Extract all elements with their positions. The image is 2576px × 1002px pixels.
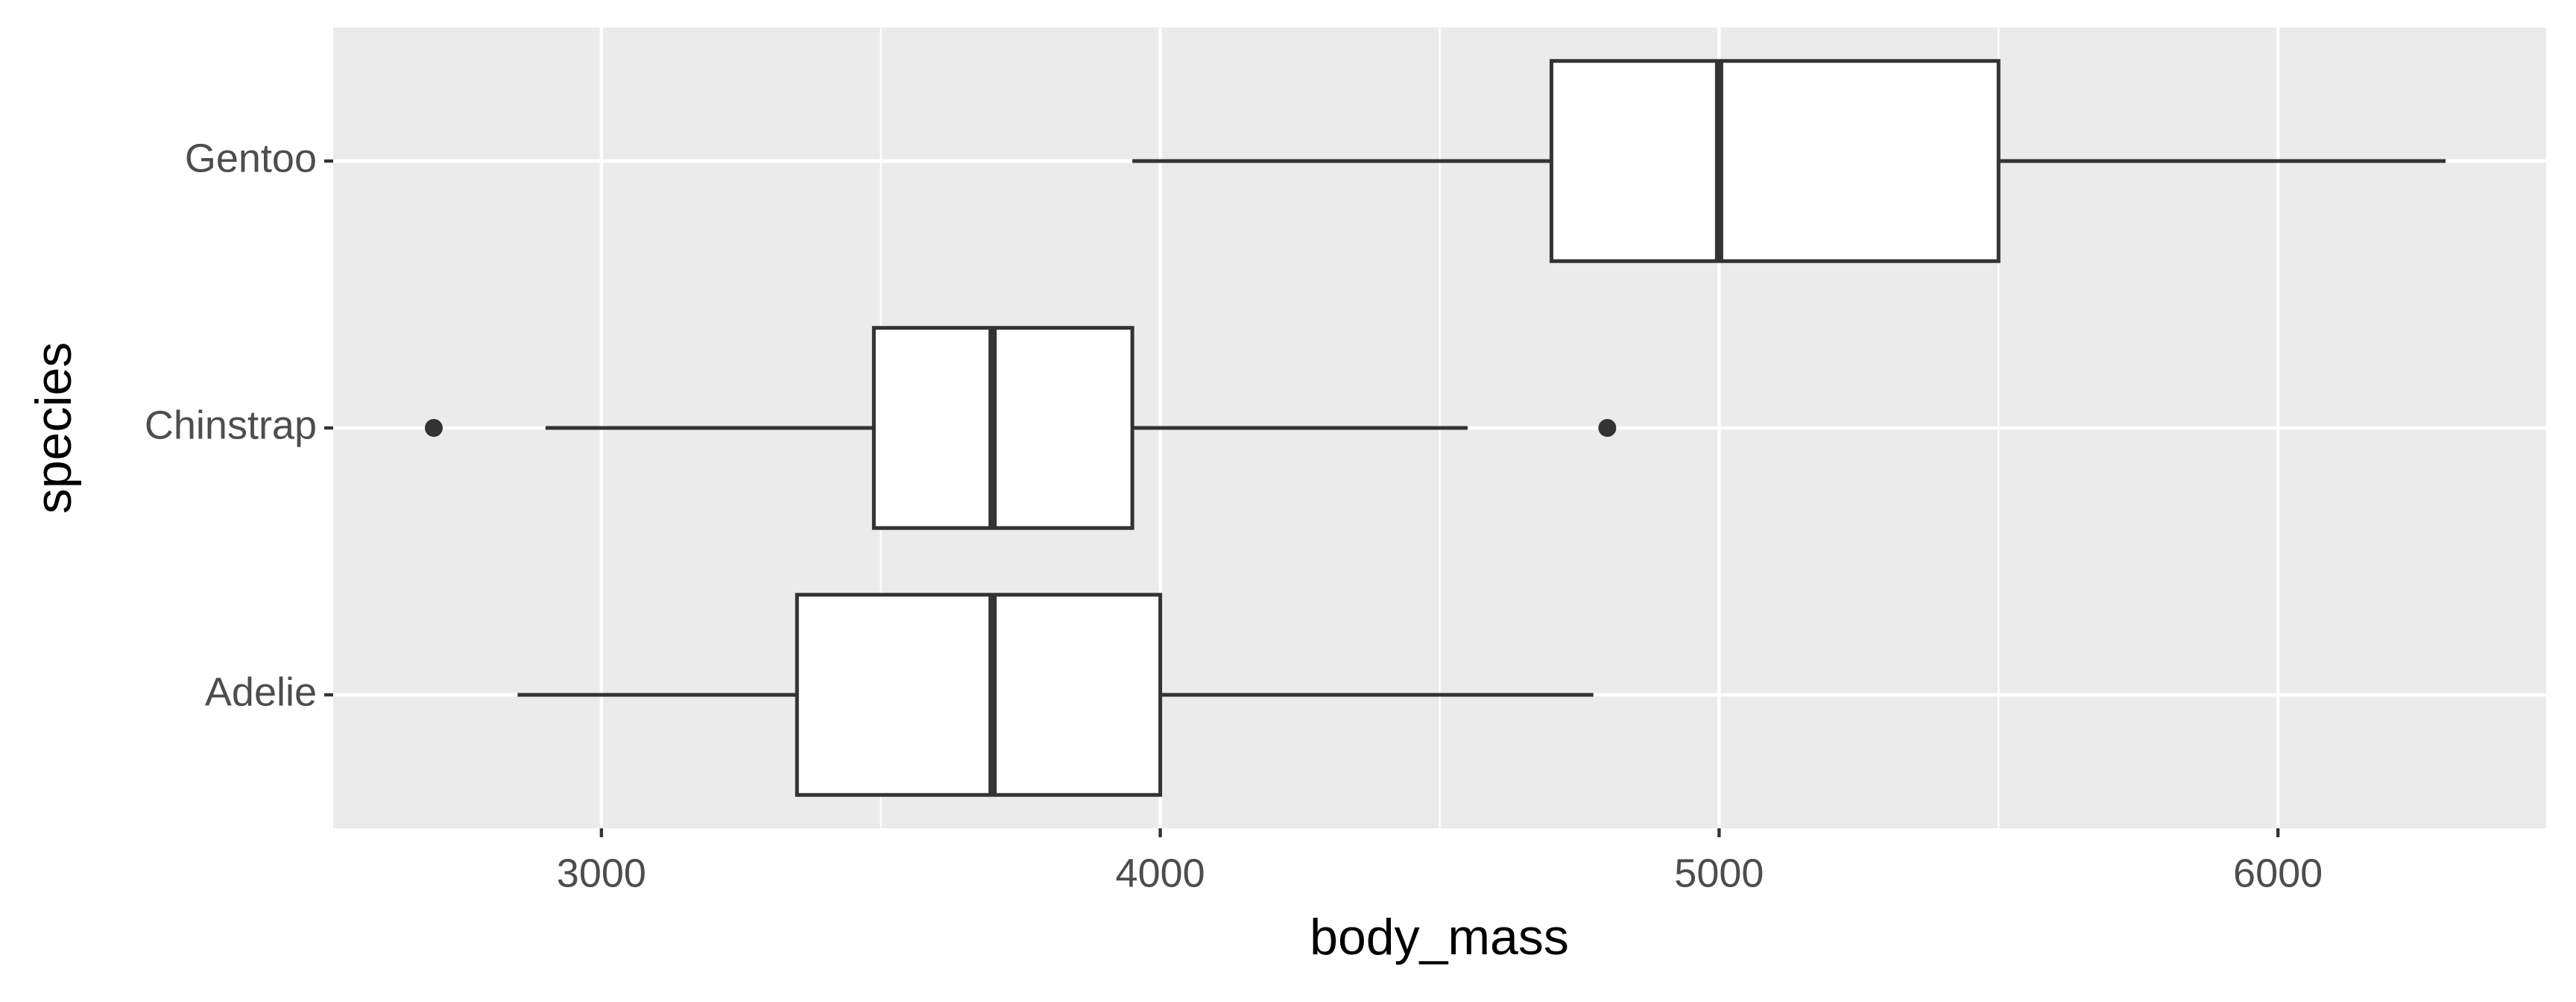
x-tick-label: 6000 bbox=[2233, 851, 2323, 895]
box bbox=[1549, 59, 2001, 263]
x-tick-label: 4000 bbox=[1116, 851, 1205, 895]
y-tick-label: Adelie bbox=[205, 669, 317, 714]
box bbox=[871, 326, 1134, 530]
x-tick-label: 5000 bbox=[1674, 851, 1764, 895]
outlier bbox=[1598, 419, 1617, 437]
x-axis-title: body_mass bbox=[1310, 909, 1569, 965]
y-tick-label: Gentoo bbox=[185, 136, 317, 180]
outlier bbox=[424, 419, 443, 437]
y-tick-label: Chinstrap bbox=[145, 403, 317, 447]
box bbox=[795, 593, 1163, 797]
y-axis-title: species bbox=[25, 342, 82, 514]
x-tick-label: 3000 bbox=[557, 851, 646, 895]
